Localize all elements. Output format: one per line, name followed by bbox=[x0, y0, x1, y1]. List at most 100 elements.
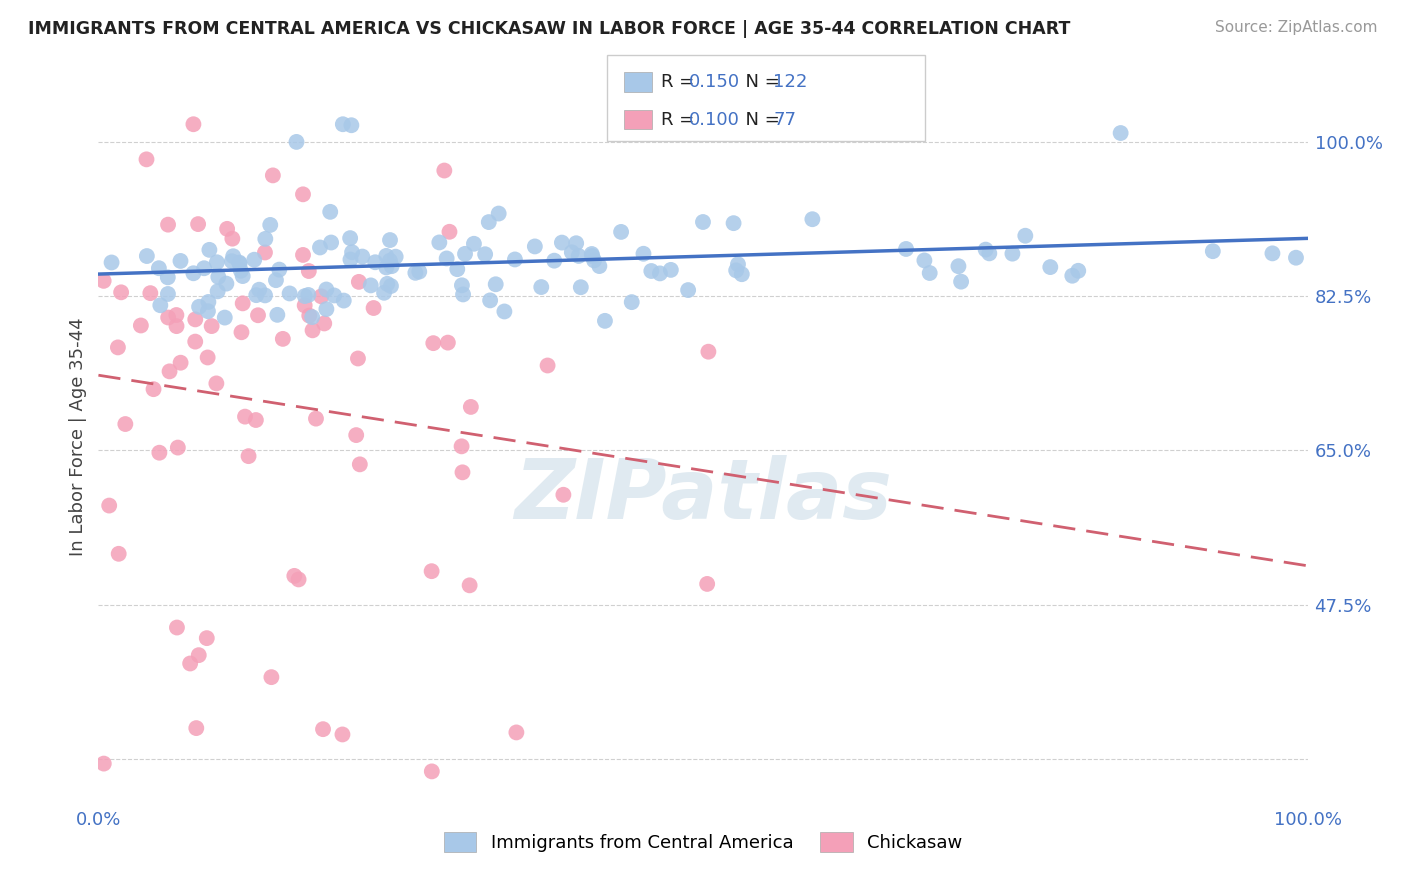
Point bbox=[692, 215, 714, 229]
Point bbox=[404, 266, 426, 280]
Point bbox=[593, 314, 616, 328]
Point bbox=[214, 310, 236, 325]
Point bbox=[494, 304, 516, 318]
Point bbox=[254, 288, 277, 302]
Point bbox=[568, 249, 591, 263]
Point bbox=[309, 240, 332, 254]
Point bbox=[232, 296, 254, 310]
Point bbox=[463, 236, 485, 251]
Point bbox=[287, 573, 309, 587]
Point bbox=[238, 449, 260, 463]
Point bbox=[166, 319, 188, 334]
Point bbox=[139, 286, 162, 301]
Y-axis label: In Labor Force | Age 35-44: In Labor Force | Age 35-44 bbox=[69, 318, 87, 557]
Point bbox=[451, 466, 474, 480]
Point bbox=[245, 288, 267, 302]
Point bbox=[731, 267, 754, 281]
Text: ZIPatlas: ZIPatlas bbox=[515, 455, 891, 536]
Point bbox=[233, 409, 256, 424]
Point bbox=[197, 304, 219, 318]
Point bbox=[912, 253, 935, 268]
Point bbox=[148, 261, 170, 276]
Point bbox=[305, 411, 328, 425]
Point bbox=[312, 722, 335, 736]
Point bbox=[135, 249, 157, 263]
Point bbox=[1285, 251, 1308, 265]
Point bbox=[292, 248, 315, 262]
Point bbox=[142, 382, 165, 396]
Point bbox=[110, 285, 132, 300]
Point bbox=[135, 153, 157, 167]
Point bbox=[319, 204, 342, 219]
Point bbox=[446, 262, 468, 277]
Point bbox=[93, 756, 115, 771]
Point bbox=[314, 317, 336, 331]
Point bbox=[205, 376, 228, 391]
Point bbox=[294, 289, 316, 303]
Point bbox=[183, 266, 205, 280]
Point bbox=[283, 569, 305, 583]
Point bbox=[523, 239, 546, 253]
Point bbox=[894, 242, 917, 256]
Point bbox=[1062, 268, 1084, 283]
Point bbox=[195, 631, 218, 645]
Point bbox=[436, 252, 458, 266]
Point bbox=[183, 117, 205, 131]
Point bbox=[1039, 260, 1062, 274]
Point bbox=[349, 458, 371, 472]
Point bbox=[723, 216, 745, 230]
Point bbox=[569, 280, 592, 294]
Point bbox=[420, 564, 443, 578]
Point bbox=[375, 260, 398, 275]
Point bbox=[451, 278, 474, 293]
Point bbox=[384, 250, 406, 264]
Point bbox=[156, 270, 179, 285]
Point bbox=[581, 247, 603, 261]
Point bbox=[193, 261, 215, 276]
Text: 77: 77 bbox=[773, 111, 796, 128]
Point bbox=[378, 253, 401, 268]
Point bbox=[259, 218, 281, 232]
Point bbox=[553, 488, 575, 502]
Point bbox=[198, 243, 221, 257]
Point bbox=[381, 259, 404, 273]
Point bbox=[373, 285, 395, 300]
Point bbox=[454, 247, 477, 261]
Point bbox=[315, 283, 337, 297]
Point bbox=[165, 308, 187, 322]
Point bbox=[408, 264, 430, 278]
Point bbox=[364, 255, 387, 269]
Text: 0.150: 0.150 bbox=[689, 73, 740, 91]
Point bbox=[245, 413, 267, 427]
Point bbox=[1202, 244, 1225, 259]
Point bbox=[221, 254, 243, 268]
Point bbox=[536, 359, 558, 373]
Point bbox=[298, 309, 321, 323]
Point bbox=[264, 273, 287, 287]
Point bbox=[422, 336, 444, 351]
Point bbox=[205, 255, 228, 269]
Point bbox=[188, 300, 211, 314]
Point bbox=[420, 764, 443, 779]
Point bbox=[380, 279, 402, 293]
Point bbox=[232, 269, 254, 284]
Point bbox=[107, 547, 129, 561]
Point bbox=[187, 648, 209, 662]
Point bbox=[323, 288, 346, 302]
Point bbox=[186, 721, 208, 735]
Point bbox=[266, 308, 288, 322]
Point bbox=[309, 289, 332, 303]
Point bbox=[107, 340, 129, 354]
Point bbox=[696, 577, 718, 591]
Point bbox=[291, 187, 314, 202]
Point bbox=[450, 439, 472, 453]
Point bbox=[1001, 246, 1024, 260]
Point bbox=[148, 446, 170, 460]
Legend: Immigrants from Central America, Chickasaw: Immigrants from Central America, Chickas… bbox=[436, 824, 970, 860]
Point bbox=[207, 269, 229, 284]
Point bbox=[648, 267, 671, 281]
Point bbox=[427, 235, 450, 250]
Point bbox=[697, 344, 720, 359]
Point bbox=[478, 215, 501, 229]
Point bbox=[179, 657, 201, 671]
